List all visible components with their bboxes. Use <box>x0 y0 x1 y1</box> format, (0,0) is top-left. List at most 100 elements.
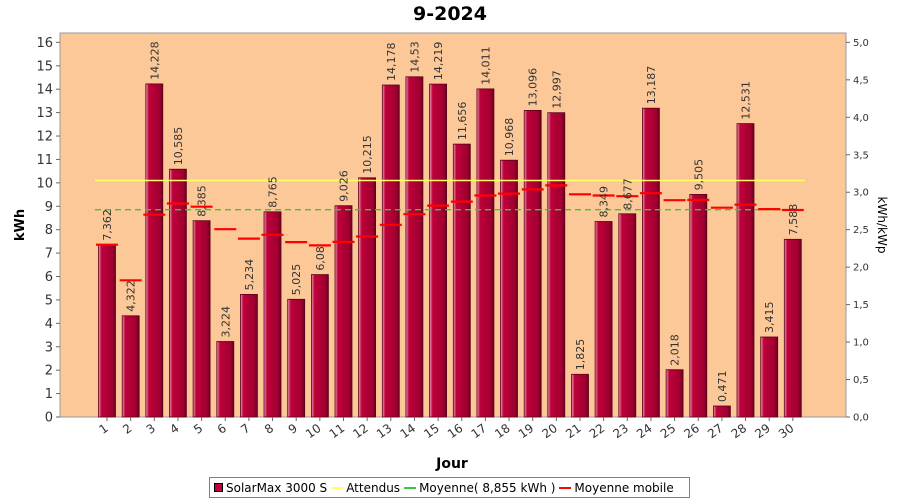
value-label-day-3: 14,228 <box>148 41 161 80</box>
y2-tick-label: 1,5 <box>853 300 869 311</box>
bar-day-1 <box>98 244 116 418</box>
y-axis-title: kWh <box>13 209 28 241</box>
y2-tick-label: 4,5 <box>853 75 869 86</box>
y-tick-label: 12 <box>36 130 53 145</box>
x-tick-label-day-22: 22 <box>587 421 608 441</box>
value-label-day-9: 5,025 <box>290 264 303 296</box>
x-tick-label-day-4: 4 <box>167 421 181 437</box>
value-label-day-22: 8,349 <box>598 186 611 218</box>
value-label-day-10: 6,08 <box>314 246 327 271</box>
bar-day-10 <box>310 274 329 418</box>
value-label-day-21: 1,825 <box>574 339 587 371</box>
value-label-day-29: 3,415 <box>763 302 776 334</box>
x-tick-label-day-23: 23 <box>610 421 631 441</box>
bar-day-16 <box>452 143 471 418</box>
bar-day-30 <box>783 238 802 418</box>
legend-label-average: Moyenne( 8,855 kWh ) <box>419 480 556 495</box>
y-tick-label: 1 <box>45 387 53 402</box>
x-tick-label-day-17: 17 <box>469 421 490 441</box>
y-tick-label: 0 <box>45 411 53 426</box>
y-tick-label: 11 <box>36 153 53 168</box>
y-tick-label: 15 <box>36 59 53 74</box>
value-label-day-24: 13,187 <box>645 66 658 105</box>
bar-day-12 <box>358 177 377 418</box>
x-tick-label-day-3: 3 <box>144 421 158 437</box>
value-label-day-12: 10,215 <box>361 135 374 174</box>
x-tick-label-day-27: 27 <box>705 421 726 441</box>
x-tick-label-day-8: 8 <box>262 421 276 437</box>
x-tick-label-day-10: 10 <box>303 421 324 441</box>
y2-tick-label: 4,0 <box>853 113 869 124</box>
bar-day-5 <box>192 220 211 418</box>
legend-swatch-moving-average <box>559 486 572 489</box>
value-label-day-11: 9,026 <box>338 170 351 202</box>
bar-day-2 <box>121 315 140 418</box>
legend-label-moving-average: Moyenne mobile <box>574 480 674 495</box>
x-tick-label-day-1: 1 <box>96 421 110 437</box>
y2-tick-label: 2,0 <box>853 263 869 274</box>
x-tick-label-day-16: 16 <box>445 421 466 441</box>
bar-day-18 <box>500 159 518 418</box>
x-tick-label-day-7: 7 <box>238 421 252 437</box>
value-label-day-20: 12,997 <box>550 70 563 109</box>
value-label-day-8: 8,765 <box>267 176 280 208</box>
y2-tick-label: 2,5 <box>853 225 869 236</box>
y-tick-label: 5 <box>45 293 53 308</box>
legend-swatch-production <box>214 483 223 492</box>
y2-tick-label: 0,5 <box>853 375 869 386</box>
value-label-day-17: 14,011 <box>479 46 492 85</box>
x-tick-label-day-11: 11 <box>327 421 348 441</box>
bar-day-25 <box>665 369 684 418</box>
value-label-day-23: 8,677 <box>621 178 634 210</box>
bar-day-26 <box>689 193 708 418</box>
bar-day-23 <box>618 213 637 418</box>
bar-day-13 <box>381 84 400 418</box>
value-label-day-30: 7,588 <box>787 204 800 236</box>
x-tick-label-day-29: 29 <box>752 421 773 441</box>
x-tick-label-day-24: 24 <box>634 421 655 441</box>
y-tick-label: 2 <box>45 364 53 379</box>
bar-day-28 <box>736 123 755 418</box>
y2-tick-label: 5,0 <box>853 38 869 49</box>
legend-item-production: SolarMax 3000 S <box>214 481 327 495</box>
bar-day-6 <box>216 341 235 418</box>
y-tick-label: 6 <box>45 270 53 285</box>
legend-item-average: Moyenne( 8,855 kWh ) <box>404 481 555 495</box>
bar-day-29 <box>760 336 779 418</box>
y-tick-label: 14 <box>36 83 53 98</box>
x-tick-label-day-2: 2 <box>120 421 134 437</box>
legend-swatch-average <box>404 486 417 489</box>
legend-label-production: SolarMax 3000 S <box>226 480 328 495</box>
legend-item-moving-average: Moyenne mobile <box>559 480 674 495</box>
bar-day-17 <box>476 88 495 418</box>
x-tick-label-day-15: 15 <box>421 421 442 441</box>
bar-day-20 <box>547 112 566 418</box>
y-tick-label: 7 <box>45 247 53 262</box>
value-label-day-2: 4,322 <box>125 280 138 312</box>
y2-tick-label: 0,0 <box>853 413 869 424</box>
bar-day-7 <box>239 293 258 418</box>
x-tick-label-day-14: 14 <box>398 421 419 441</box>
value-label-day-28: 12,531 <box>740 81 753 120</box>
x-tick-label-day-5: 5 <box>191 421 205 437</box>
value-label-day-1: 7,362 <box>101 209 114 241</box>
x-tick-label-day-21: 21 <box>563 421 584 441</box>
x-tick-label-day-26: 26 <box>681 421 702 441</box>
y-tick-label: 3 <box>45 340 53 355</box>
chart-title: 9-2024 <box>413 3 487 25</box>
bar-day-11 <box>334 205 353 418</box>
value-label-day-18: 10,968 <box>503 118 516 157</box>
value-label-day-16: 11,656 <box>456 102 469 141</box>
y-tick-label: 4 <box>45 317 53 332</box>
value-label-day-15: 14,219 <box>432 42 445 81</box>
x-tick-label-day-12: 12 <box>350 421 371 441</box>
x-tick-label-day-28: 28 <box>729 421 750 441</box>
bar-day-24 <box>642 107 660 418</box>
value-label-day-4: 10,585 <box>172 127 185 166</box>
bar-day-4 <box>168 168 187 418</box>
x-tick-label-day-30: 30 <box>776 421 797 441</box>
y2-axis-title: kWh/kWp <box>875 197 889 254</box>
y-tick-label: 13 <box>36 106 53 121</box>
y-tick-label: 8 <box>45 223 53 238</box>
